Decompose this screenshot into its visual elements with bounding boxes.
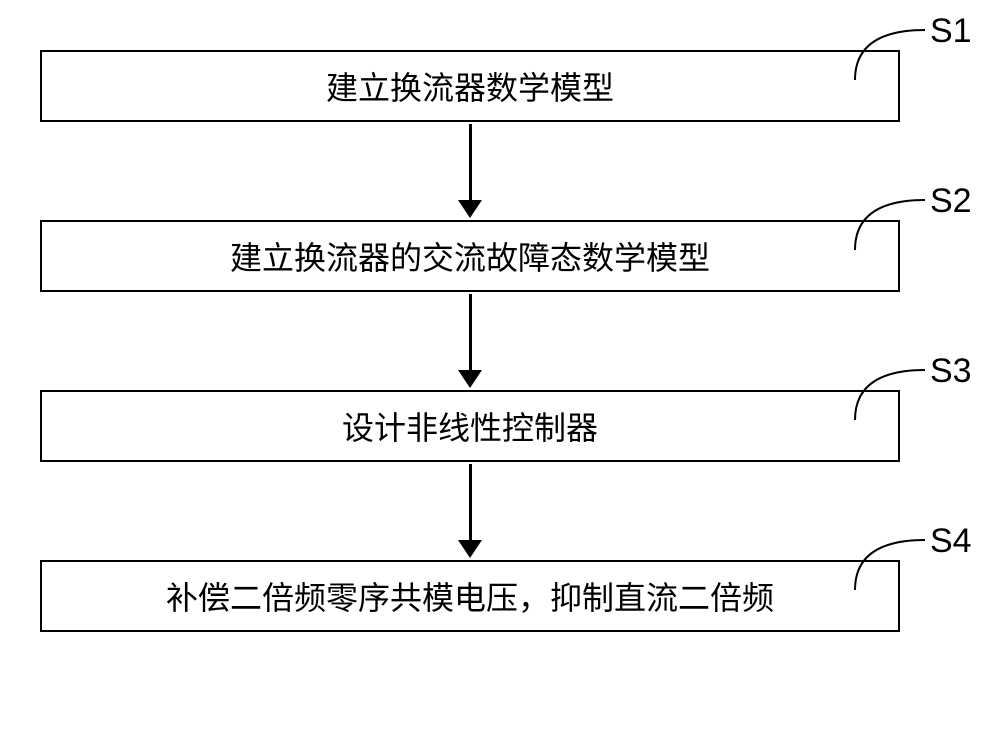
step-label-s4: S4 [930,522,972,561]
step-box-s3: 设计非线性控制器 [40,390,900,462]
step-label-s1: S1 [930,12,972,51]
step-box-s2: 建立换流器的交流故障态数学模型 [40,220,900,292]
step-label-s2: S2 [930,182,972,221]
step-box-s4: 补偿二倍频零序共模电压，抑制直流二倍频 [40,560,900,632]
step-text-s3: 设计非线性控制器 [342,403,598,449]
arrow-3 [458,464,482,558]
step-text-s2: 建立换流器的交流故障态数学模型 [230,233,710,279]
step-label-s3: S3 [930,352,972,391]
arrow-2 [458,294,482,388]
step-text-s1: 建立换流器数学模型 [326,63,614,109]
arrow-1 [458,124,482,218]
step-box-s1: 建立换流器数学模型 [40,50,900,122]
step-text-s4: 补偿二倍频零序共模电压，抑制直流二倍频 [166,573,774,619]
